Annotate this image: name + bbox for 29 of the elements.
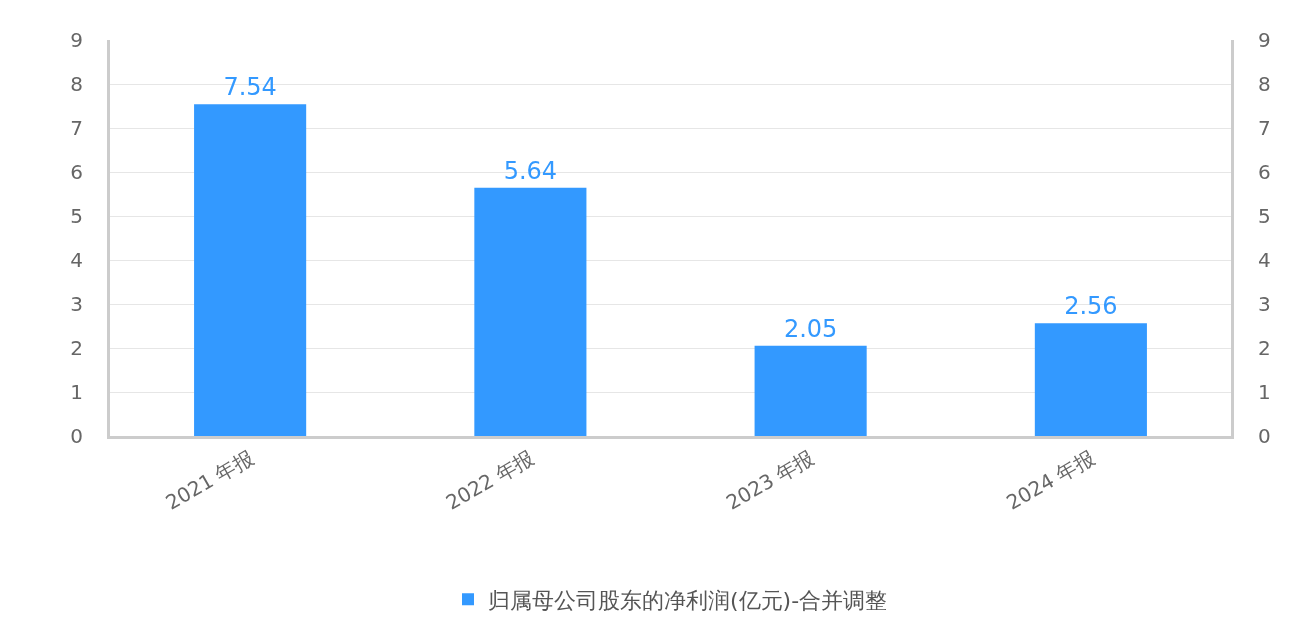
y2-tick-label: 4 bbox=[1258, 248, 1271, 272]
y-tick-label: 0 bbox=[70, 424, 83, 448]
y-tick-label: 3 bbox=[70, 292, 83, 316]
y2-tick-label: 3 bbox=[1258, 292, 1271, 316]
y2-tick-label: 6 bbox=[1258, 160, 1271, 184]
bar bbox=[1034, 323, 1147, 436]
y-tick-label: 9 bbox=[70, 28, 83, 52]
data-label: 5.64 bbox=[503, 156, 558, 185]
y-tick-label: 4 bbox=[70, 248, 83, 272]
y2-tick-label: 5 bbox=[1258, 204, 1271, 228]
y-tick-label: 5 bbox=[70, 204, 83, 228]
y-tick-label: 8 bbox=[70, 72, 83, 96]
y2-tick-label: 2 bbox=[1258, 336, 1271, 360]
legend-label: 归属母公司股东的净利润(亿元)-合并调整 bbox=[488, 587, 888, 613]
y2-tick-label: 1 bbox=[1258, 380, 1271, 404]
bar bbox=[754, 345, 867, 436]
data-label: 2.05 bbox=[783, 314, 838, 343]
y-tick-label: 2 bbox=[70, 336, 83, 360]
y2-tick-label: 8 bbox=[1258, 72, 1271, 96]
bar bbox=[194, 104, 307, 436]
y-tick-label: 7 bbox=[70, 116, 83, 140]
y2-tick-label: 9 bbox=[1258, 28, 1271, 52]
bar bbox=[474, 187, 587, 436]
data-label: 7.54 bbox=[223, 73, 277, 102]
y2-tick-label: 0 bbox=[1258, 424, 1271, 448]
y2-tick-label: 7 bbox=[1258, 116, 1271, 140]
y-tick-label: 1 bbox=[70, 380, 83, 404]
y-tick-label: 6 bbox=[70, 160, 83, 184]
data-label: 2.56 bbox=[1064, 292, 1118, 321]
